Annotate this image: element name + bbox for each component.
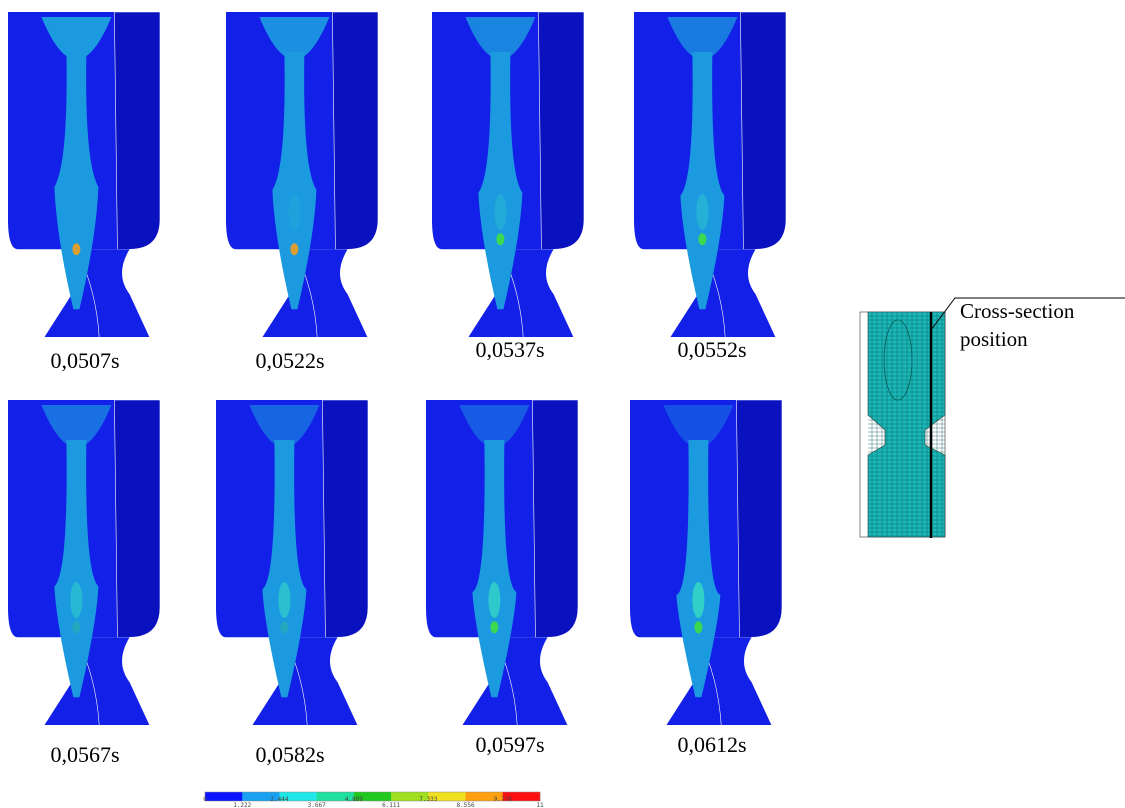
colorbar-segment bbox=[205, 792, 243, 801]
time-label: 0,0567s bbox=[50, 742, 119, 767]
colorbar-tick: 6.111 bbox=[382, 802, 400, 808]
neck bbox=[468, 249, 573, 337]
hotspot bbox=[694, 621, 702, 633]
plume-core bbox=[70, 582, 82, 618]
neck bbox=[262, 249, 367, 337]
colorbar-tick: 9.778 bbox=[494, 796, 512, 803]
colorbar-tick: 7.333 bbox=[419, 796, 437, 803]
body-side bbox=[532, 400, 578, 637]
plume-core bbox=[494, 194, 506, 230]
plume-core bbox=[278, 582, 290, 618]
annotation-line1: Cross-section bbox=[960, 299, 1075, 323]
plume-core bbox=[692, 582, 704, 618]
hotspot bbox=[290, 243, 298, 255]
colorbar-tick: 4.889 bbox=[345, 796, 363, 803]
sim-panel bbox=[226, 12, 378, 337]
hotspot bbox=[72, 243, 80, 255]
time-label: 0,0552s bbox=[677, 337, 746, 362]
neck bbox=[462, 637, 567, 725]
body-side bbox=[322, 400, 368, 637]
neck bbox=[252, 637, 357, 725]
neck bbox=[44, 637, 149, 725]
colorbar-tick: 11 bbox=[536, 802, 544, 808]
neck bbox=[666, 637, 771, 725]
body-side bbox=[114, 12, 160, 249]
sim-panel bbox=[426, 400, 578, 725]
hotspot bbox=[490, 621, 498, 633]
plume-core bbox=[696, 194, 708, 230]
sim-panel bbox=[432, 12, 584, 337]
body-side bbox=[736, 400, 782, 637]
hotspot bbox=[72, 621, 80, 633]
time-label: 0,0522s bbox=[255, 348, 324, 373]
plume-core bbox=[288, 194, 300, 230]
body-side bbox=[740, 12, 786, 249]
neck bbox=[44, 249, 149, 337]
sim-panel bbox=[630, 400, 782, 725]
neck bbox=[670, 249, 775, 337]
sim-panel bbox=[8, 12, 160, 337]
sim-panel bbox=[216, 400, 368, 725]
colorbar-tick: 3.667 bbox=[308, 802, 326, 808]
body-side bbox=[114, 400, 160, 637]
annotation-line2: position bbox=[960, 327, 1028, 351]
body-side bbox=[538, 12, 584, 249]
time-label: 0,0537s bbox=[475, 337, 544, 362]
page: Cross-section position 0,0507s 0,0522s 0,0… bbox=[0, 0, 1125, 808]
time-label: 0,0612s bbox=[677, 732, 746, 757]
colorbar-tick: 0 bbox=[203, 796, 207, 803]
time-label: 0,0507s bbox=[50, 348, 119, 373]
hotspot bbox=[698, 233, 706, 245]
colorbar-tick: 2.444 bbox=[270, 796, 288, 803]
colorbar-tick: 8.556 bbox=[457, 802, 475, 808]
sim-panel bbox=[8, 400, 160, 725]
plume-core bbox=[488, 582, 500, 618]
hotspot bbox=[280, 621, 288, 633]
hotspot bbox=[496, 233, 504, 245]
time-label: 0,0582s bbox=[255, 742, 324, 767]
time-label: 0,0597s bbox=[475, 732, 544, 757]
body-side bbox=[332, 12, 378, 249]
figure: Cross-section position 0,0507s 0,0522s 0,0… bbox=[0, 0, 1125, 808]
colorbar-tick: 1.222 bbox=[233, 802, 251, 808]
sim-panel bbox=[634, 12, 786, 337]
